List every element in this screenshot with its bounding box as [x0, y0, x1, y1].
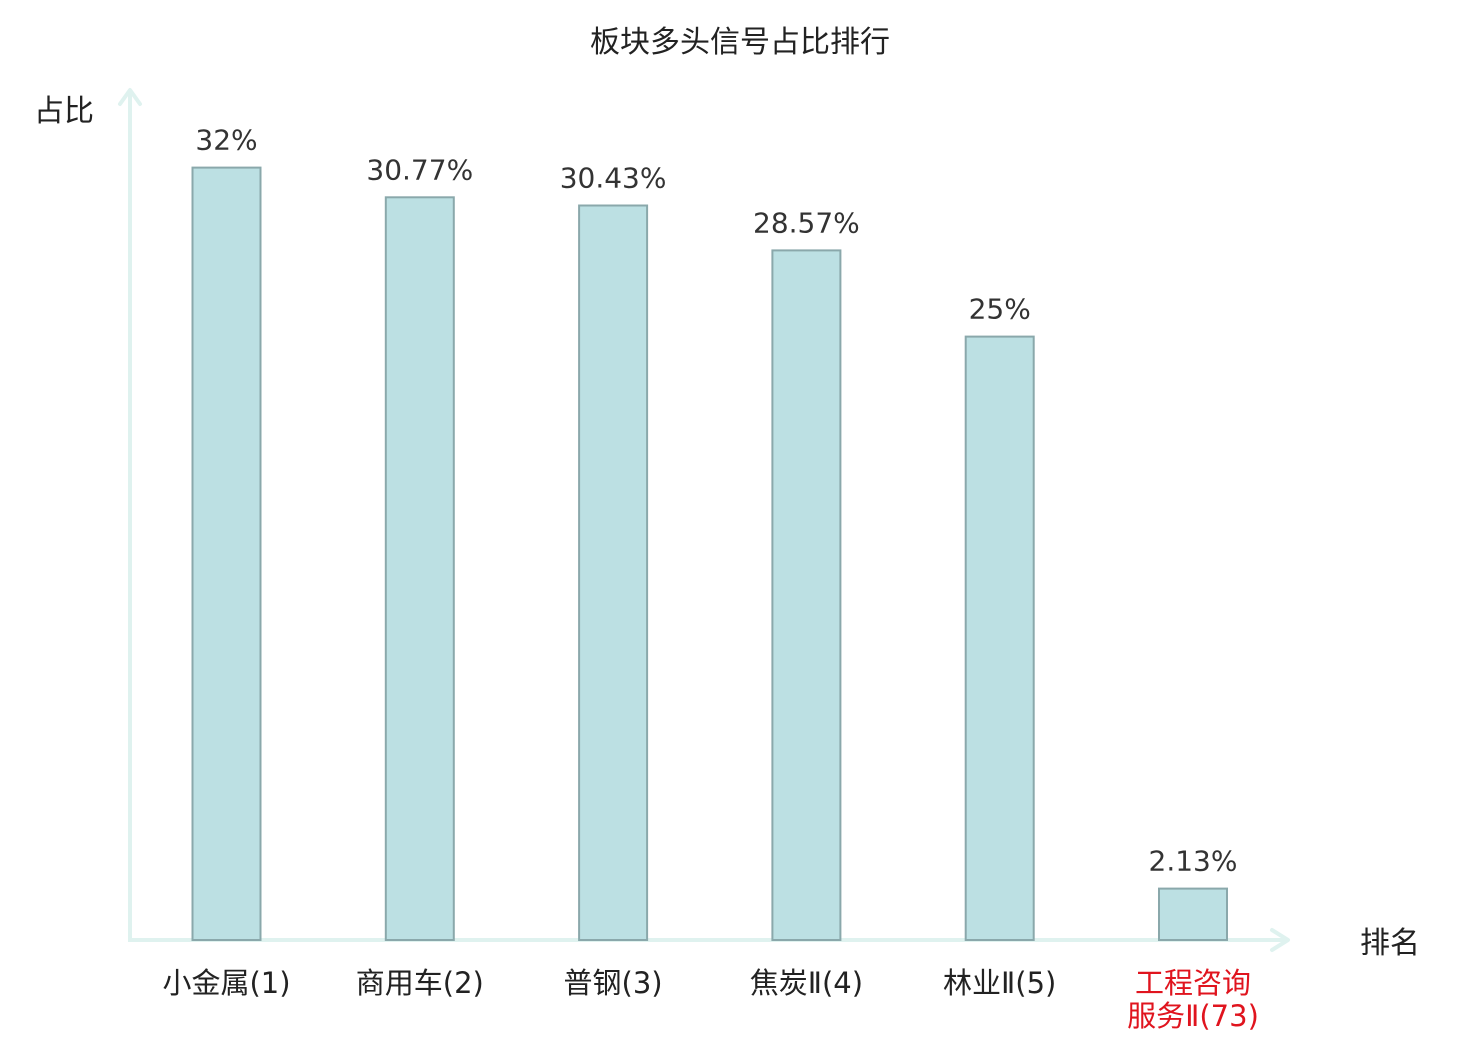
bar-value-label: 32% — [195, 124, 257, 157]
bar-value-label: 2.13% — [1149, 845, 1238, 878]
category-label-line: 服务Ⅱ(73) — [1127, 999, 1259, 1033]
chart-title: 板块多头信号占比排行 — [590, 25, 890, 60]
bar-value-label: 28.57% — [753, 206, 860, 239]
bar — [771, 249, 842, 941]
category-label-line: 小金属(1) — [162, 966, 290, 1000]
category-label: 焦炭Ⅱ(4) — [750, 966, 863, 1000]
y-axis-label: 占比 — [34, 94, 94, 129]
category-label: 商用车(2) — [356, 966, 484, 1000]
category-label: 工程咨询服务Ⅱ(73) — [1127, 966, 1259, 1033]
bar — [191, 166, 262, 942]
bar — [578, 204, 649, 941]
category-label: 林业Ⅱ(5) — [943, 966, 1056, 1000]
category-labels-group: 小金属(1) 商用车(2) 普钢(3) 焦炭Ⅱ(4) 林业Ⅱ(5) 工程咨询服务Ⅱ(73) — [162, 966, 1258, 1033]
category-label: 小金属(1) — [162, 966, 290, 1000]
bar-value-label: 25% — [969, 293, 1031, 326]
bar — [1158, 887, 1228, 941]
category-label-line: 普钢(3) — [564, 966, 663, 1000]
bar-value-label: 30.43% — [560, 162, 667, 195]
category-label-line: 工程咨询 — [1135, 966, 1251, 1000]
category-label-line: 商用车(2) — [356, 966, 484, 1000]
bar-value-label: 30.77% — [366, 153, 473, 186]
x-axis-label: 排名 — [1360, 926, 1420, 961]
bar — [384, 196, 455, 942]
x-axis-arrow — [1270, 928, 1290, 952]
value-labels-group: 32% 30.77% 30.43% 28.57% 25% 2.13% — [195, 124, 1237, 878]
bars-group — [191, 166, 1228, 942]
y-axis-arrow — [118, 88, 142, 106]
category-label: 普钢(3) — [564, 966, 663, 1000]
bar — [964, 335, 1035, 942]
category-label-line: 林业Ⅱ(5) — [943, 966, 1056, 1000]
category-label-line: 焦炭Ⅱ(4) — [750, 966, 863, 1000]
